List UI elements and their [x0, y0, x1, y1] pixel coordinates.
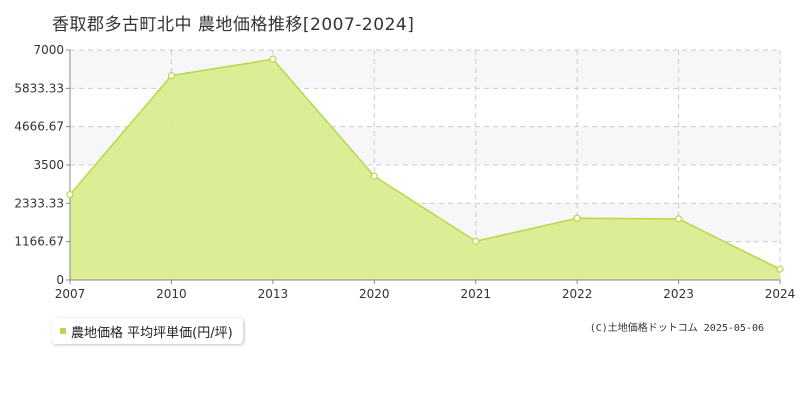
- axes: [66, 49, 781, 284]
- data-point: [370, 172, 378, 180]
- y-tick-label: 7000: [33, 43, 64, 57]
- x-tick-label: 2007: [55, 287, 86, 301]
- x-tick-label: 2021: [460, 287, 491, 301]
- y-tick-label: 0: [56, 273, 64, 287]
- x-tick-label: 2020: [359, 287, 390, 301]
- data-point: [66, 190, 74, 199]
- y-tick-labels: 0 1166.67 2333.33 3500 4666.67 5833.33 7000: [14, 43, 64, 287]
- chart-title: 香取郡多古町北中 農地価格推移[2007-2024]: [52, 15, 415, 35]
- series-area: [70, 59, 780, 281]
- data-point: [674, 215, 683, 223]
- x-tick-label: 2023: [663, 287, 694, 301]
- data-point: [269, 55, 277, 63]
- legend: 農地価格 平均坪単価(円/坪): [52, 318, 243, 344]
- x-tick-labels: 2007 2010 2013 2020 2021 2022 2023 2024: [55, 287, 796, 301]
- y-tick-label: 1166.67: [14, 235, 64, 249]
- legend-swatch: [60, 328, 66, 334]
- x-tick-label: 2022: [562, 287, 593, 301]
- legend-label: 農地価格 平均坪単価(円/坪): [71, 325, 233, 341]
- x-tick-label: 2024: [765, 287, 796, 301]
- area-layer: [69, 58, 781, 281]
- data-point: [167, 72, 176, 80]
- y-tick-label: 2333.33: [14, 196, 64, 210]
- y-tick-label: 4666.67: [14, 120, 64, 134]
- copyright-text: (C)土地価格ドットコム 2025-05-06: [589, 323, 764, 334]
- data-point: [472, 237, 480, 245]
- y-tick-label: 3500: [33, 158, 64, 172]
- y-tick-label: 5833.33: [14, 81, 64, 95]
- x-tick-label: 2010: [156, 287, 187, 301]
- data-point: [573, 214, 581, 222]
- series-line: [69, 58, 781, 270]
- markers: [66, 55, 784, 273]
- x-tick-label: 2013: [258, 287, 289, 301]
- data-point: [776, 265, 784, 273]
